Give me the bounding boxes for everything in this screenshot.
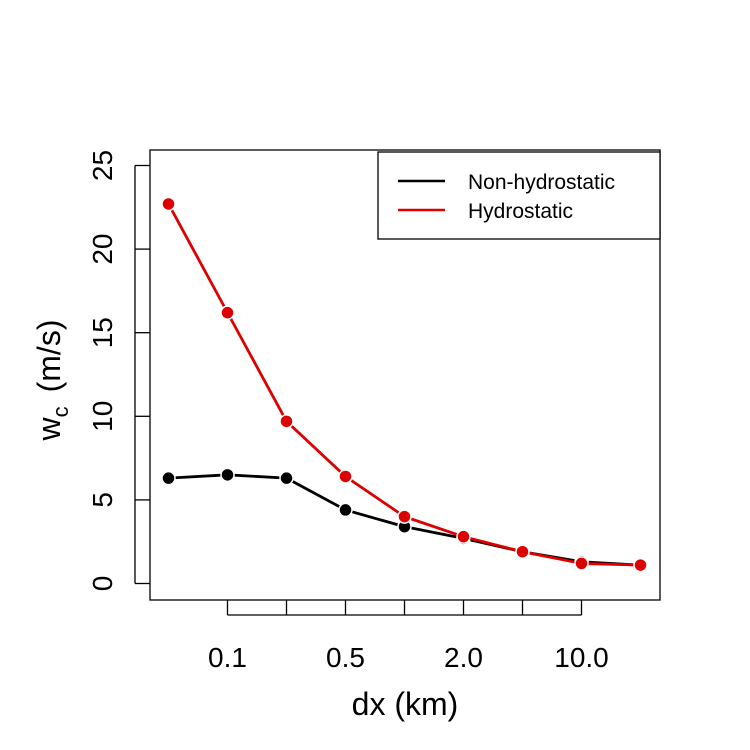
data-point-hydrostatic-6	[515, 544, 530, 559]
x-axis: 0.1 0.5 2.0 10.0	[208, 600, 609, 673]
y-tick-label-10: 10	[87, 401, 118, 432]
legend: Non-hydrostatic Hydrostatic	[377, 151, 661, 240]
data-point-hydrostatic-5	[456, 529, 471, 544]
data-point-hydrostatic-2	[279, 414, 294, 429]
y-axis-title-main: w	[31, 416, 67, 441]
data-point-hydrostatic-0	[161, 196, 176, 212]
series-layer	[161, 196, 648, 573]
y-axis: 0 5 10 15 20 25	[87, 150, 150, 591]
legend-label-non-hydrostatic: Non-hydrostatic	[468, 171, 615, 194]
series-hydrostatic	[161, 196, 648, 573]
data-point-hydrostatic-4	[397, 509, 412, 524]
y-tick-label-20: 20	[87, 234, 118, 265]
legend-label-hydrostatic: Hydrostatic	[468, 200, 573, 223]
data-point-hydrostatic-1	[220, 305, 235, 320]
data-point-non-hydrostatic-3	[338, 502, 353, 518]
x-tick-label-6: 10.0	[554, 642, 609, 673]
y-tick-label-0: 0	[87, 576, 118, 592]
y-tick-label-5: 5	[87, 492, 118, 508]
y-axis-title-units: (m/s)	[31, 320, 67, 393]
x-axis-title: dx (km)	[352, 686, 459, 722]
y-axis-title-subscript: c	[48, 406, 73, 417]
data-point-non-hydrostatic-1	[220, 467, 235, 483]
y-tick-label-25: 25	[87, 150, 118, 181]
legend-box	[377, 151, 661, 240]
data-point-hydrostatic-8	[633, 557, 648, 573]
x-tick-label-0: 0.1	[208, 642, 247, 673]
y-tick-label-15: 15	[87, 317, 118, 348]
y-axis-title: wc (m/s)	[31, 320, 73, 442]
x-tick-label-4: 2.0	[444, 642, 483, 673]
data-point-hydrostatic-7	[574, 556, 589, 571]
data-point-hydrostatic-3	[338, 469, 353, 484]
data-point-non-hydrostatic-0	[161, 470, 176, 486]
x-tick-label-2: 0.5	[326, 642, 365, 673]
data-point-non-hydrostatic-2	[279, 470, 294, 486]
